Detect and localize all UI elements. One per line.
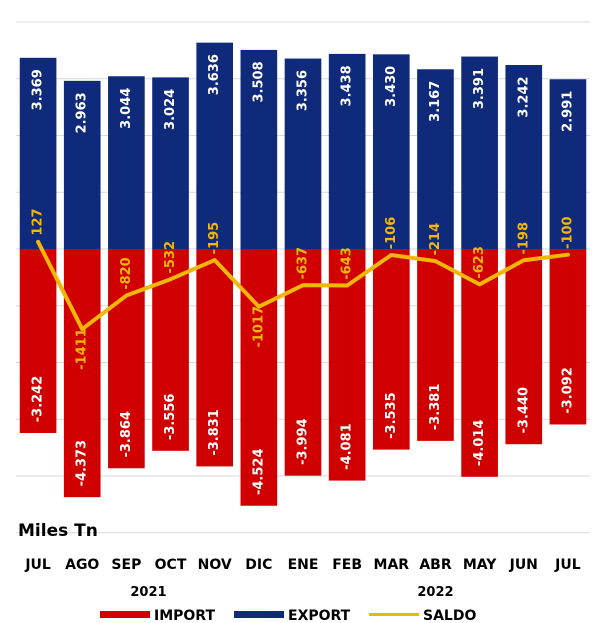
x-tick-label: JUL [24,557,51,573]
import-bar [196,249,234,467]
export-value-label: 3.356 [296,70,311,111]
x-tick-label: DIC [245,557,272,573]
export-value-label: 3.242 [516,76,531,117]
saldo-value-label: -198 [516,222,531,255]
legend-label: IMPORT [154,608,215,623]
import-value-label: -3.831 [207,409,222,456]
saldo-line-layer [36,239,570,332]
data-labels: 3.369 -3.242 2.963 -4.373 3.044 -3.864 3.024 -3… [31,54,576,495]
export-bar [505,65,543,249]
saldo-value-label: -643 [340,247,355,280]
year-labels: 2021 2022 [130,585,453,600]
legend-label: SALDO [423,608,476,623]
export-bar [328,53,366,250]
year-label: 2021 [130,585,166,600]
export-value-label: 2.963 [75,92,90,133]
import-bar [549,249,587,425]
export-value-label: 3.369 [31,69,46,110]
export-bar [284,58,322,250]
x-tick-label: MAR [374,557,410,573]
import-bar [328,249,366,481]
x-tick-label: MAY [463,557,497,573]
export-bar [372,54,410,249]
export-value-label: 3.391 [472,68,487,109]
x-tick-label: JUN [509,557,538,573]
export-bar [461,56,498,250]
export-value-label: 3.508 [251,61,266,102]
saldo-value-label: -1017 [251,306,266,348]
saldo-value-label: -106 [384,217,399,250]
export-value-label: 3.430 [384,66,399,107]
x-tick-label: SEP [111,557,141,573]
export-bar [19,57,57,249]
bars [19,42,587,506]
import-bar [19,249,57,433]
saldo-value-label: -214 [428,223,443,256]
saldo-value-label: 127 [31,208,46,235]
x-axis: JUL AGO SEP OCT NOV DIC ENE FEB MAR ABR MAY JUN JUL [24,557,580,573]
import-value-label: -3.440 [516,387,531,434]
legend-label: EXPORT [288,608,351,623]
saldo-value-label: -623 [472,246,487,279]
saldo-value-label: -100 [560,216,575,249]
export-value-label: 3.167 [428,81,443,122]
import-bar [417,249,454,441]
import-value-label: -3.242 [31,376,46,423]
unit-label: Miles Tn [18,521,98,541]
export-bar [196,42,234,250]
x-tick-label: OCT [155,557,187,573]
import-bar [461,249,498,477]
saldo-line [36,239,570,332]
export-bar [240,49,278,249]
import-value-label: -3.556 [163,394,178,441]
import-bar [63,249,101,498]
legend-item-import: IMPORT [100,608,215,623]
legend-item-export: EXPORT [234,608,351,623]
export-bar [549,79,587,250]
legend-item-saldo: SALDO [369,608,476,623]
x-tick-label: JUL [554,557,581,573]
export-value-label: 2.991 [560,91,575,132]
import-bar [505,249,543,445]
saldo-value-label: -820 [119,257,134,290]
saldo-value-label: -637 [296,247,311,280]
import-value-label: -4.014 [472,420,487,467]
legend-swatch [234,611,284,618]
export-bar [417,69,454,249]
import-value-label: -4.081 [340,423,355,470]
import-bar [108,249,145,469]
import-value-label: -3.535 [384,392,399,439]
export-value-label: 3.438 [340,65,355,106]
saldo-value-label: -532 [163,241,178,274]
export-bar [108,76,145,250]
x-tick-label: NOV [198,557,232,573]
export-bar [152,77,189,249]
export-value-label: 3.024 [163,89,178,130]
import-value-label: -4.524 [251,448,266,495]
import-value-label: -3.092 [560,367,575,414]
import-value-label: -3.381 [428,384,443,431]
import-value-label: -4.373 [75,440,90,487]
export-value-label: 3.044 [119,88,134,129]
import-bar [372,249,410,450]
import-value-label: -3.994 [296,418,311,465]
legend: IMPORT EXPORT SALDO [100,608,476,623]
x-tick-label: ABR [419,557,452,573]
x-tick-label: FEB [332,557,362,573]
saldo-value-label: -195 [207,222,222,255]
legend-swatch [100,611,150,618]
export-value-label: 3.636 [207,54,222,95]
import-value-label: -3.864 [119,411,134,458]
year-label: 2022 [417,585,453,600]
x-tick-label: ENE [288,557,319,573]
x-tick-label: AGO [65,557,99,573]
export-bar [63,80,101,249]
saldo-value-label: -1411 [75,328,90,370]
